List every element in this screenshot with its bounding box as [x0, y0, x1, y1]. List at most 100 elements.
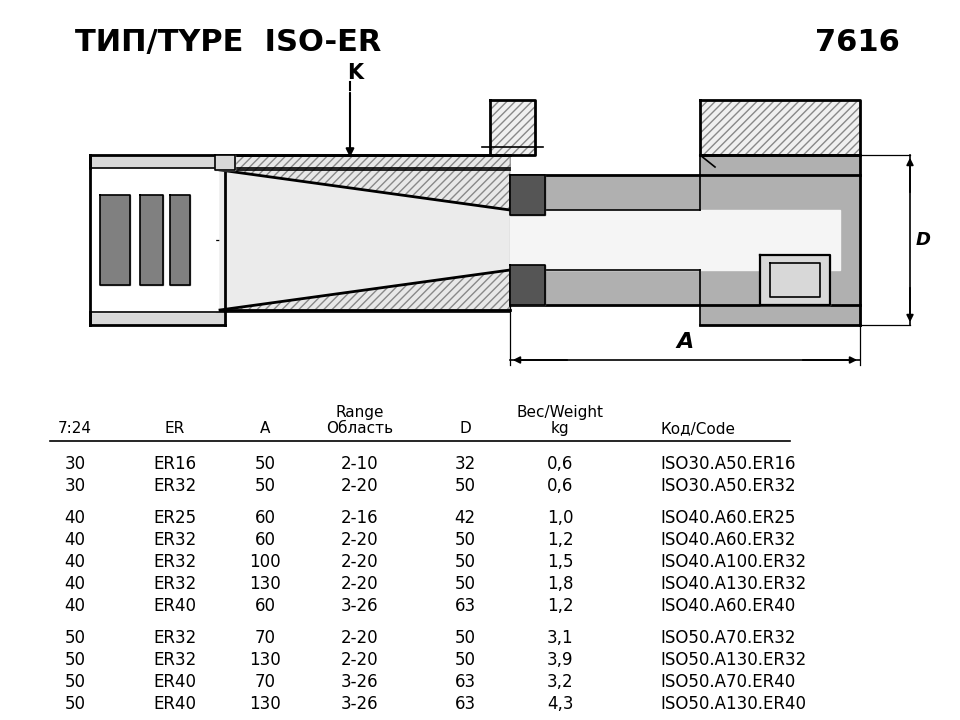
Text: 2-10: 2-10: [341, 455, 379, 473]
Polygon shape: [100, 195, 130, 285]
Text: 2-20: 2-20: [341, 629, 379, 647]
Polygon shape: [90, 312, 225, 325]
Text: 50: 50: [64, 629, 85, 647]
Text: 3-26: 3-26: [341, 597, 379, 615]
Text: ISO50.A130.ER32: ISO50.A130.ER32: [660, 651, 806, 669]
Text: 2-16: 2-16: [341, 509, 379, 527]
Text: 50: 50: [454, 575, 475, 593]
Text: 1,5: 1,5: [547, 553, 573, 571]
Text: Вес/Weight: Вес/Weight: [516, 405, 604, 420]
Polygon shape: [510, 210, 840, 270]
Polygon shape: [490, 100, 535, 155]
Text: 63: 63: [454, 673, 475, 691]
Text: 30: 30: [64, 477, 85, 495]
Text: ER: ER: [165, 421, 185, 436]
Text: ER25: ER25: [154, 509, 197, 527]
Text: 40: 40: [64, 509, 85, 527]
Polygon shape: [90, 155, 225, 168]
Text: 50: 50: [64, 651, 85, 669]
Text: Range: Range: [336, 405, 384, 420]
Text: 2-20: 2-20: [341, 651, 379, 669]
Polygon shape: [510, 265, 545, 305]
Polygon shape: [700, 100, 860, 155]
Text: 130: 130: [250, 695, 281, 713]
Text: 50: 50: [454, 531, 475, 549]
Text: ER32: ER32: [154, 553, 197, 571]
Text: ER32: ER32: [154, 531, 197, 549]
Text: 32: 32: [454, 455, 475, 473]
Polygon shape: [220, 270, 510, 310]
Text: Область: Область: [326, 421, 394, 436]
Text: 63: 63: [454, 695, 475, 713]
Text: D: D: [916, 231, 931, 249]
Text: 2-20: 2-20: [341, 531, 379, 549]
Text: 70: 70: [254, 629, 276, 647]
Text: 7:24: 7:24: [58, 421, 92, 436]
Text: kg: kg: [551, 421, 569, 436]
Text: 50: 50: [64, 673, 85, 691]
Text: 1,0: 1,0: [547, 509, 573, 527]
Text: 50: 50: [454, 553, 475, 571]
Text: ISO40.A60.ER40: ISO40.A60.ER40: [660, 597, 795, 615]
Text: ISO50.A70.ER40: ISO50.A70.ER40: [660, 673, 795, 691]
Text: 50: 50: [454, 629, 475, 647]
Polygon shape: [220, 155, 510, 210]
Text: ER40: ER40: [154, 695, 197, 713]
Text: 40: 40: [64, 575, 85, 593]
Polygon shape: [215, 155, 235, 170]
Text: ISO40.A60.ER32: ISO40.A60.ER32: [660, 531, 796, 549]
Text: 1,8: 1,8: [547, 575, 573, 593]
Text: K: K: [347, 63, 363, 83]
Text: ER32: ER32: [154, 477, 197, 495]
Text: 40: 40: [64, 553, 85, 571]
Text: 70: 70: [254, 673, 276, 691]
Text: A: A: [677, 332, 694, 352]
Text: A: A: [260, 421, 270, 436]
Text: 0,6: 0,6: [547, 477, 573, 495]
Text: 4,3: 4,3: [547, 695, 573, 713]
Text: 50: 50: [254, 455, 276, 473]
Text: 60: 60: [254, 597, 276, 615]
Text: 50: 50: [454, 477, 475, 495]
Text: ISO50.A70.ER32: ISO50.A70.ER32: [660, 629, 796, 647]
Text: ER32: ER32: [154, 651, 197, 669]
Text: 40: 40: [64, 531, 85, 549]
Polygon shape: [140, 195, 163, 285]
Text: ISO50.A130.ER40: ISO50.A130.ER40: [660, 695, 806, 713]
Text: 60: 60: [254, 531, 276, 549]
Text: 0,6: 0,6: [547, 455, 573, 473]
Polygon shape: [220, 155, 510, 170]
Text: ER40: ER40: [154, 597, 197, 615]
Text: 63: 63: [454, 597, 475, 615]
Text: 3,2: 3,2: [546, 673, 573, 691]
Polygon shape: [510, 175, 860, 305]
Text: ISO30.A50.ER16: ISO30.A50.ER16: [660, 455, 796, 473]
Text: 3,9: 3,9: [547, 651, 573, 669]
Polygon shape: [220, 170, 510, 310]
Text: Код/Code: Код/Code: [660, 421, 735, 436]
Text: ТИП/TYPE  ISO-ER: ТИП/TYPE ISO-ER: [75, 28, 381, 57]
Text: 40: 40: [64, 597, 85, 615]
Text: 7616: 7616: [815, 28, 900, 57]
Text: 130: 130: [250, 651, 281, 669]
Text: ER16: ER16: [154, 455, 197, 473]
Text: 2-20: 2-20: [341, 553, 379, 571]
Text: 2-20: 2-20: [341, 575, 379, 593]
Text: 3-26: 3-26: [341, 695, 379, 713]
Polygon shape: [510, 175, 545, 215]
Polygon shape: [700, 155, 860, 325]
Text: ISO30.A50.ER32: ISO30.A50.ER32: [660, 477, 796, 495]
Text: 100: 100: [250, 553, 281, 571]
Text: 1,2: 1,2: [546, 597, 573, 615]
Text: ER40: ER40: [154, 673, 197, 691]
Text: 2-20: 2-20: [341, 477, 379, 495]
Text: ISO40.A130.ER32: ISO40.A130.ER32: [660, 575, 806, 593]
Polygon shape: [760, 255, 830, 305]
Text: D: D: [459, 421, 470, 436]
Text: ISO40.A60.ER25: ISO40.A60.ER25: [660, 509, 796, 527]
Polygon shape: [170, 195, 190, 285]
Text: 3-26: 3-26: [341, 673, 379, 691]
Text: ISO40.A100.ER32: ISO40.A100.ER32: [660, 553, 806, 571]
Text: 30: 30: [64, 455, 85, 473]
Text: 1,2: 1,2: [546, 531, 573, 549]
